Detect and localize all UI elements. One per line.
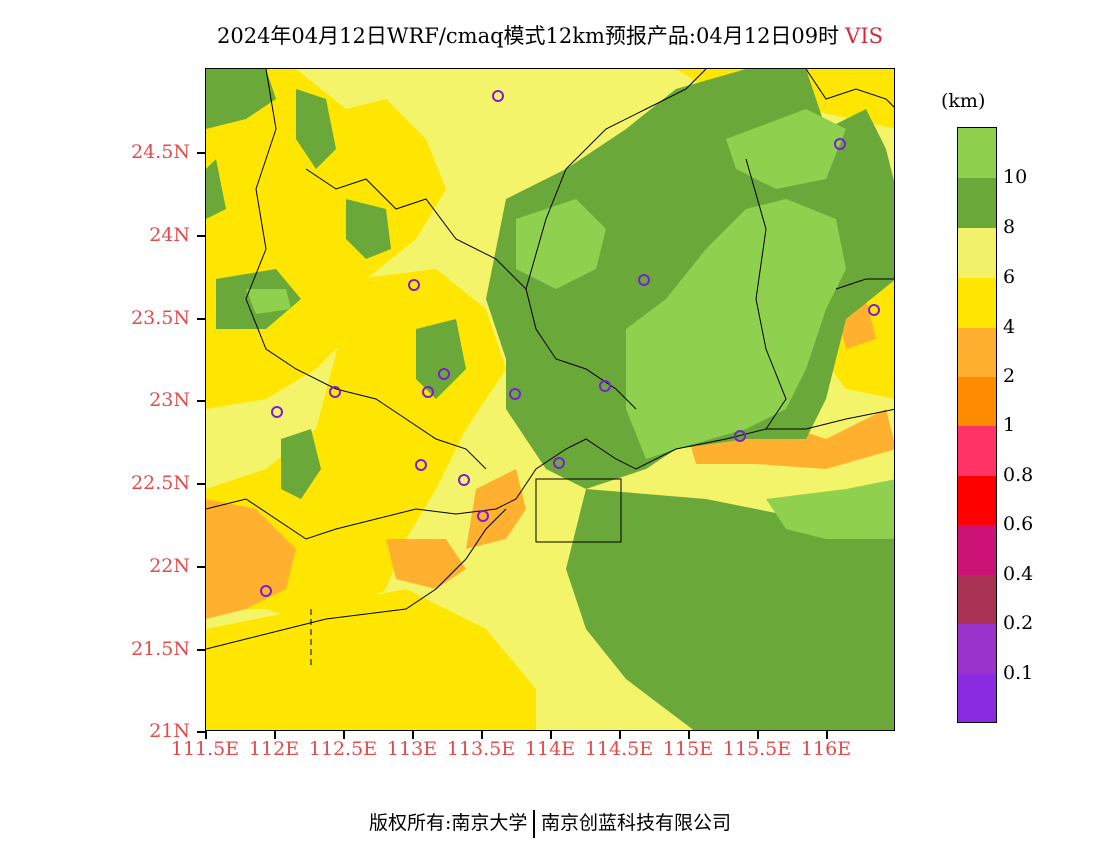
x-tick-label: 114.5E <box>584 738 654 760</box>
x-tick <box>343 731 345 739</box>
x-tick <box>550 731 552 739</box>
legend-label: 6 <box>1003 266 1016 288</box>
legend-swatch <box>958 476 996 525</box>
legend-label: 2 <box>1003 365 1016 387</box>
legend-swatch <box>958 178 996 228</box>
legend-label: 10 <box>1003 166 1028 188</box>
y-tick <box>197 152 205 154</box>
x-tick-label: 111.5E <box>170 738 240 760</box>
y-tick <box>197 731 205 733</box>
title-text: 2024年04月12日WRF/cmaq模式12km预报产品:04月12日09时 <box>216 24 840 48</box>
y-tick-label: 22.5N <box>131 472 190 494</box>
legend-swatch <box>958 575 996 624</box>
legend-label: 0.2 <box>1003 612 1034 634</box>
visibility-map <box>205 68 895 731</box>
x-tick-label: 113E <box>386 738 438 760</box>
x-tick-label: 112.5E <box>308 738 378 760</box>
x-tick <box>757 731 759 739</box>
y-tick <box>197 483 205 485</box>
y-tick <box>197 400 205 402</box>
x-tick-label: 113.5E <box>446 738 516 760</box>
x-tick <box>274 731 276 739</box>
legend-label: 0.1 <box>1003 662 1034 684</box>
y-tick-label: 24.5N <box>131 141 190 163</box>
legend-label: 1 <box>1003 414 1016 436</box>
y-tick-label: 21.5N <box>131 638 190 660</box>
copyright-footer: 版权所有:南京大学 南京创蓝科技有限公司 <box>0 808 1100 838</box>
y-tick <box>197 566 205 568</box>
x-tick <box>688 731 690 739</box>
map-canvas <box>206 69 894 730</box>
x-tick <box>205 731 207 739</box>
legend-label: 0.4 <box>1003 563 1034 585</box>
legend-unit: (km) <box>941 90 986 112</box>
x-tick-label: 112E <box>248 738 300 760</box>
chart-title: 2024年04月12日WRF/cmaq模式12km预报产品:04月12日09时 V… <box>0 20 1100 50</box>
y-tick-label: 22N <box>149 555 190 577</box>
y-tick-label: 23N <box>149 389 190 411</box>
y-tick-label: 21N <box>149 720 190 742</box>
legend-swatch <box>958 525 996 575</box>
x-tick <box>619 731 621 739</box>
x-tick <box>412 731 414 739</box>
legend-swatch <box>958 377 996 426</box>
legend-label: 8 <box>1003 216 1016 238</box>
copyright-company: 南京创蓝科技有限公司 <box>540 812 731 834</box>
legend-swatch <box>958 128 996 178</box>
legend-label: 4 <box>1003 316 1016 338</box>
x-tick-label: 115E <box>662 738 714 760</box>
legend-label: 0.8 <box>1003 464 1034 486</box>
x-tick-label: 114E <box>524 738 576 760</box>
y-tick <box>197 235 205 237</box>
x-tick <box>826 731 828 739</box>
title-variable: VIS <box>845 24 884 48</box>
legend-swatch <box>958 426 996 476</box>
x-tick <box>481 731 483 739</box>
legend-label: 0.6 <box>1003 513 1034 535</box>
x-tick-label: 116E <box>800 738 852 760</box>
x-tick-label: 115.5E <box>722 738 792 760</box>
footer-divider <box>533 810 535 838</box>
legend-swatch <box>958 278 996 328</box>
y-tick <box>197 649 205 651</box>
y-tick-label: 24N <box>149 224 190 246</box>
legend-swatch <box>958 624 996 674</box>
y-tick <box>197 318 205 320</box>
legend-swatch <box>958 328 996 377</box>
copyright-owner: 版权所有:南京大学 <box>369 812 528 834</box>
legend-swatch <box>958 228 996 278</box>
color-legend <box>957 127 997 723</box>
y-tick-label: 23.5N <box>131 307 190 329</box>
legend-swatch <box>958 674 996 722</box>
